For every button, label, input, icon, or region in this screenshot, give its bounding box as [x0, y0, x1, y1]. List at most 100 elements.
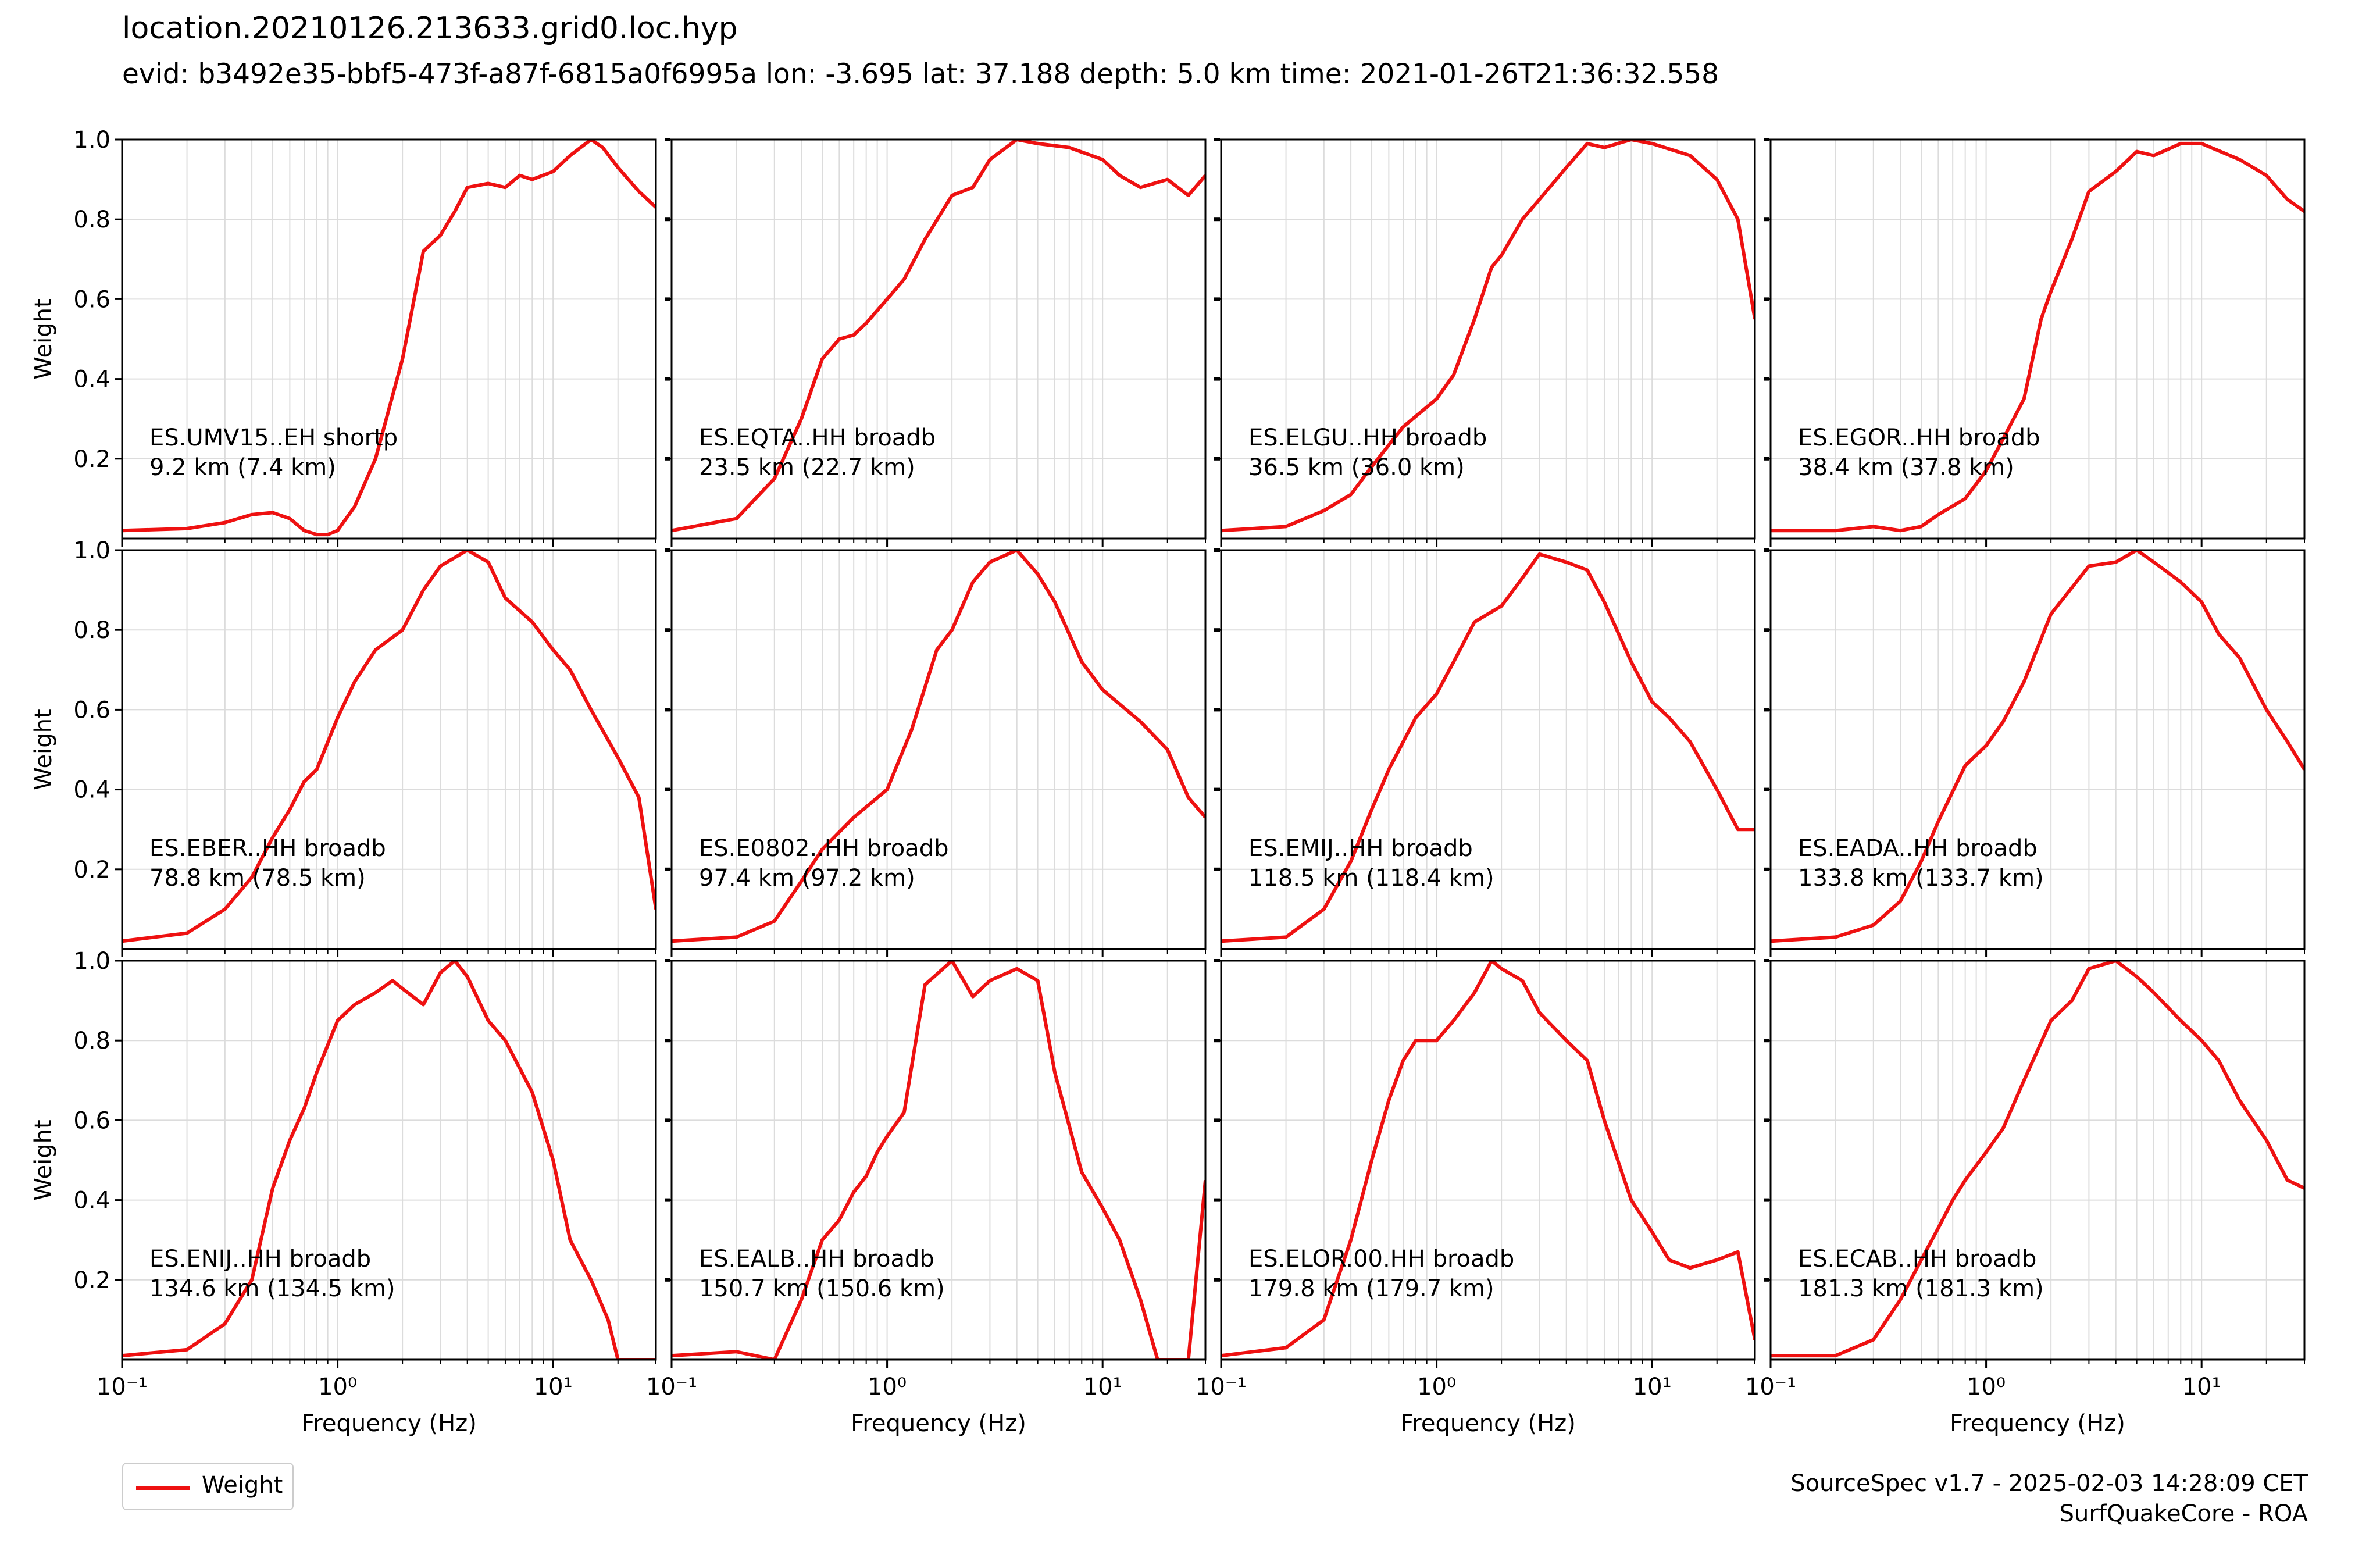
x-axis-label: Frequency (Hz)	[1400, 1410, 1576, 1437]
subplot-frame	[670, 549, 1207, 950]
subplot-10: 10⁻¹ 10⁰ 10¹ Frequency (Hz) ES.EALB..HH broa…	[646, 959, 1207, 1437]
station-label: ES.ENIJ..HH broadb	[149, 1246, 371, 1272]
y-tick-label: 0.8	[73, 206, 110, 233]
subplot-5: 0.2 0.4 0.6 0.8 1.0 Weight ES.EBER..HH broadb 7…	[30, 537, 657, 957]
legend-line-swatch	[136, 1486, 190, 1490]
weight-line	[672, 550, 1205, 943]
subplot-frame	[1769, 138, 2306, 540]
subplot-frame	[1769, 549, 2306, 950]
x-axis-label: Frequency (Hz)	[851, 1410, 1026, 1437]
x-axis-label: Frequency (Hz)	[1950, 1410, 2125, 1437]
station-label: ES.E0802..HH broadb	[699, 835, 948, 862]
weight-line	[1771, 550, 2304, 943]
distance-label: 36.5 km (36.0 km)	[1248, 454, 1465, 481]
distance-label: 23.5 km (22.7 km)	[699, 454, 915, 481]
y-axis-label: Weight	[30, 298, 57, 379]
subplot-4: ES.EGOR..HH broadb 38.4 km (37.8 km)	[1764, 138, 2306, 547]
subplot-2: ES.EQTA..HH broadb 23.5 km (22.7 km)	[665, 138, 1207, 547]
distance-label: 97.4 km (97.2 km)	[699, 865, 915, 892]
x-tick-label: 10⁰	[1417, 1374, 1456, 1400]
subplot-frame	[670, 960, 1207, 1361]
x-tick-label: 10⁻¹	[97, 1374, 148, 1400]
figure-title: location.20210126.213633.grid0.loc.hyp	[122, 11, 738, 46]
weight-line	[1221, 140, 1755, 533]
weight-line	[1771, 961, 2304, 1358]
footer-author: SurfQuakeCore - ROA	[2059, 1500, 2308, 1527]
station-label: ES.EQTA..HH broadb	[699, 425, 936, 451]
x-tick-label: 10⁰	[868, 1374, 907, 1400]
y-axis-label: Weight	[30, 709, 57, 790]
x-tick-label: 10¹	[1083, 1374, 1122, 1400]
subplot-frame	[121, 960, 657, 1361]
distance-label: 38.4 km (37.8 km)	[1798, 454, 2014, 481]
y-tick-label: 0.2	[73, 1267, 110, 1294]
figure-subtitle: evid: b3492e35-bbf5-473f-a87f-6815a0f699…	[122, 58, 1719, 90]
y-tick-label: 0.8	[73, 617, 110, 644]
x-tick-label: 10⁰	[1967, 1374, 2006, 1400]
y-tick-label: 0.6	[73, 1107, 110, 1134]
subplot-frame	[670, 138, 1207, 540]
distance-label: 118.5 km (118.4 km)	[1248, 865, 1494, 892]
distance-label: 179.8 km (179.7 km)	[1248, 1275, 1494, 1302]
weight-line	[122, 140, 656, 537]
x-tick-label: 10⁻¹	[646, 1374, 697, 1400]
subplot-frame	[1220, 960, 1756, 1361]
y-tick-label: 1.0	[73, 127, 110, 154]
y-tick-label: 0.6	[73, 286, 110, 313]
x-tick-label: 10⁻¹	[1196, 1374, 1247, 1400]
station-label: ES.EGOR..HH broadb	[1798, 425, 2040, 451]
subplot-12: 10⁻¹ 10⁰ 10¹ Frequency (Hz) ES.ECAB..HH broa…	[1745, 959, 2306, 1437]
y-tick-label: 1.0	[73, 948, 110, 975]
subplot-8: ES.EADA..HH broadb 133.8 km (133.7 km)	[1764, 548, 2306, 957]
x-axis-label: Frequency (Hz)	[301, 1410, 477, 1437]
subplot-frame	[1220, 549, 1756, 950]
subplot-frame	[1220, 138, 1756, 540]
y-tick-label: 0.2	[73, 857, 110, 883]
subplot-3: ES.ELGU..HH broadb 36.5 km (36.0 km)	[1214, 138, 1756, 547]
y-tick-label: 0.2	[73, 446, 110, 473]
subplot-9: 0.2 0.4 0.6 0.8 1.0 Weight 10⁻¹ 10⁰ 10¹ Frequency…	[30, 948, 657, 1437]
weight-line	[122, 550, 656, 943]
station-label: ES.ECAB..HH broadb	[1798, 1246, 2036, 1272]
weight-line	[672, 961, 1205, 1360]
distance-label: 134.6 km (134.5 km)	[149, 1275, 395, 1302]
weight-line	[672, 140, 1205, 533]
weight-line	[122, 961, 656, 1360]
distance-label: 78.8 km (78.5 km)	[149, 865, 366, 892]
y-tick-label: 1.0	[73, 537, 110, 564]
station-label: ES.EMIJ..HH broadb	[1248, 835, 1473, 862]
station-label: ES.ELGU..HH broadb	[1248, 425, 1487, 451]
y-tick-label: 0.4	[73, 366, 110, 393]
footer-software: SourceSpec v1.7 - 2025-02-03 14:28:09 CE…	[1790, 1470, 2308, 1497]
y-tick-label: 0.8	[73, 1028, 110, 1054]
y-tick-label: 0.6	[73, 697, 110, 723]
y-tick-label: 0.4	[73, 777, 110, 804]
subplot-frame	[1769, 960, 2306, 1361]
subplot-6: ES.E0802..HH broadb 97.4 km (97.2 km)	[665, 548, 1207, 957]
distance-label: 181.3 km (181.3 km)	[1798, 1275, 2044, 1302]
subplot-1: 0.2 0.4 0.6 0.8 1.0 Weight ES.UMV15..EH shortp…	[30, 127, 657, 547]
x-tick-label: 10¹	[2182, 1374, 2221, 1400]
weight-line	[1221, 552, 1755, 943]
grid	[671, 139, 1206, 539]
y-axis-label: Weight	[30, 1119, 57, 1200]
distance-label: 133.8 km (133.7 km)	[1798, 865, 2044, 892]
x-tick-label: 10⁰	[318, 1374, 357, 1400]
legend: Weight	[122, 1463, 294, 1510]
distance-label: 9.2 km (7.4 km)	[149, 454, 336, 481]
station-label: ES.EADA..HH broadb	[1798, 835, 2038, 862]
station-label: ES.EBER..HH broadb	[149, 835, 386, 862]
subplot-7: ES.EMIJ..HH broadb 118.5 km (118.4 km)	[1214, 548, 1756, 957]
subplot-frame	[121, 549, 657, 950]
subplot-frame	[121, 138, 657, 540]
subplot-11: 10⁻¹ 10⁰ 10¹ Frequency (Hz) ES.ELOR.00.HH br…	[1196, 959, 1756, 1437]
station-label: ES.EALB..HH broadb	[699, 1246, 934, 1272]
x-tick-label: 10¹	[1633, 1374, 1672, 1400]
x-tick-label: 10⁻¹	[1745, 1374, 1796, 1400]
y-tick-label: 0.4	[73, 1188, 110, 1214]
legend-label: Weight	[202, 1472, 283, 1499]
weight-line	[1771, 141, 2304, 533]
station-label: ES.UMV15..EH shortp	[149, 425, 398, 451]
weight-line	[1221, 961, 1755, 1358]
